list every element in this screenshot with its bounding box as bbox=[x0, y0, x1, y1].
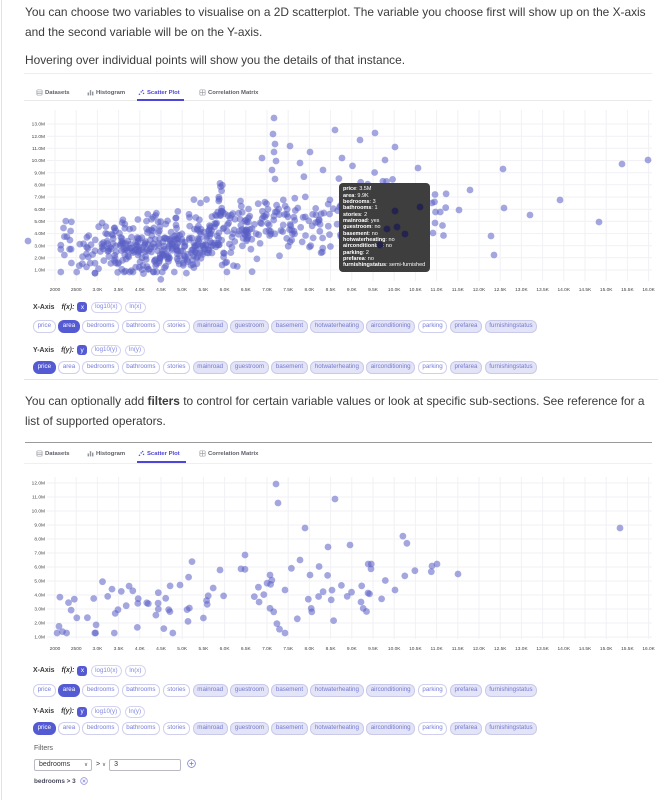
svg-text:2.0M: 2.0M bbox=[34, 621, 45, 627]
svg-text:4.0K: 4.0K bbox=[135, 287, 146, 293]
svg-text:11.0M: 11.0M bbox=[32, 146, 45, 152]
svg-text:9.0M: 9.0M bbox=[34, 523, 45, 529]
svg-text:11.0K: 11.0K bbox=[431, 646, 444, 652]
svg-text:2500: 2500 bbox=[71, 287, 82, 293]
svg-text:1.0M: 1.0M bbox=[34, 635, 45, 641]
svg-text:10.0M: 10.0M bbox=[32, 158, 45, 164]
svg-text:7.0K: 7.0K bbox=[262, 646, 273, 652]
svg-text:11.5K: 11.5K bbox=[452, 287, 465, 293]
svg-text:10.0M: 10.0M bbox=[32, 509, 45, 515]
svg-text:12.5K: 12.5K bbox=[494, 646, 507, 652]
svg-text:2000: 2000 bbox=[50, 287, 61, 293]
svg-text:4.0K: 4.0K bbox=[135, 646, 146, 652]
svg-text:13.0K: 13.0K bbox=[515, 287, 528, 293]
svg-text:11.0M: 11.0M bbox=[32, 495, 45, 501]
svg-text:13.5K: 13.5K bbox=[536, 646, 549, 652]
svg-text:3.0M: 3.0M bbox=[34, 243, 45, 249]
svg-text:8.0M: 8.0M bbox=[34, 537, 45, 543]
svg-text:11.5K: 11.5K bbox=[452, 646, 465, 652]
svg-text:14.5K: 14.5K bbox=[579, 646, 592, 652]
svg-text:2500: 2500 bbox=[71, 646, 82, 652]
svg-text:10.0K: 10.0K bbox=[388, 646, 401, 652]
svg-text:8.0K: 8.0K bbox=[304, 287, 315, 293]
svg-text:6.0M: 6.0M bbox=[34, 207, 45, 213]
svg-text:9.0K: 9.0K bbox=[347, 287, 358, 293]
svg-text:5.5K: 5.5K bbox=[198, 287, 209, 293]
svg-text:14.0K: 14.0K bbox=[558, 287, 571, 293]
svg-text:10.5K: 10.5K bbox=[409, 646, 422, 652]
svg-text:12.0M: 12.0M bbox=[32, 134, 45, 140]
svg-text:14.5K: 14.5K bbox=[579, 287, 592, 293]
svg-text:12.0K: 12.0K bbox=[473, 287, 486, 293]
svg-text:1.0M: 1.0M bbox=[34, 268, 45, 274]
svg-text:10.0K: 10.0K bbox=[388, 287, 401, 293]
svg-text:9.5K: 9.5K bbox=[368, 646, 379, 652]
svg-text:3.0K: 3.0K bbox=[92, 646, 103, 652]
svg-text:6.0K: 6.0K bbox=[220, 287, 231, 293]
svg-text:15.5K: 15.5K bbox=[621, 646, 634, 652]
svg-text:12.0M: 12.0M bbox=[32, 481, 45, 487]
svg-text:4.0M: 4.0M bbox=[34, 231, 45, 237]
svg-text:14.0K: 14.0K bbox=[558, 646, 571, 652]
svg-text:6.5K: 6.5K bbox=[241, 287, 252, 293]
svg-text:4.0M: 4.0M bbox=[34, 593, 45, 599]
svg-text:5.0M: 5.0M bbox=[34, 579, 45, 585]
svg-text:9.5K: 9.5K bbox=[368, 287, 379, 293]
svg-text:9.0M: 9.0M bbox=[34, 170, 45, 176]
svg-text:3.0K: 3.0K bbox=[92, 287, 103, 293]
svg-text:5.5K: 5.5K bbox=[198, 646, 209, 652]
svg-text:13.0K: 13.0K bbox=[515, 646, 528, 652]
svg-text:9.0K: 9.0K bbox=[347, 646, 358, 652]
svg-text:2.0M: 2.0M bbox=[34, 256, 45, 262]
svg-text:3.0M: 3.0M bbox=[34, 607, 45, 613]
svg-text:7.0M: 7.0M bbox=[34, 195, 45, 201]
svg-text:7.5K: 7.5K bbox=[283, 287, 294, 293]
svg-text:6.5K: 6.5K bbox=[241, 646, 252, 652]
svg-text:10.5K: 10.5K bbox=[409, 287, 422, 293]
svg-text:15.0K: 15.0K bbox=[600, 287, 613, 293]
svg-text:5.0K: 5.0K bbox=[177, 287, 188, 293]
svg-text:12.5K: 12.5K bbox=[494, 287, 507, 293]
svg-text:13.5K: 13.5K bbox=[536, 287, 549, 293]
svg-text:3.5K: 3.5K bbox=[114, 646, 125, 652]
svg-text:8.0K: 8.0K bbox=[304, 646, 315, 652]
svg-text:2000: 2000 bbox=[50, 646, 61, 652]
svg-text:5.0M: 5.0M bbox=[34, 219, 45, 225]
svg-text:15.5K: 15.5K bbox=[621, 287, 634, 293]
svg-text:8.5K: 8.5K bbox=[326, 646, 337, 652]
svg-text:11.0K: 11.0K bbox=[431, 287, 444, 293]
svg-text:13.0M: 13.0M bbox=[32, 122, 45, 128]
svg-text:8.0M: 8.0M bbox=[34, 183, 45, 189]
svg-text:16.0K: 16.0K bbox=[642, 646, 655, 652]
svg-text:3.5K: 3.5K bbox=[114, 287, 125, 293]
svg-text:7.5K: 7.5K bbox=[283, 646, 294, 652]
svg-text:8.5K: 8.5K bbox=[326, 287, 337, 293]
svg-text:7.0M: 7.0M bbox=[34, 551, 45, 557]
svg-text:6.0M: 6.0M bbox=[34, 565, 45, 571]
svg-text:16.0K: 16.0K bbox=[642, 287, 655, 293]
svg-text:12.0K: 12.0K bbox=[473, 646, 486, 652]
svg-text:5.0K: 5.0K bbox=[177, 646, 188, 652]
svg-text:7.0K: 7.0K bbox=[262, 287, 273, 293]
svg-text:6.0K: 6.0K bbox=[220, 646, 231, 652]
svg-text:15.0K: 15.0K bbox=[600, 646, 613, 652]
svg-text:4.5K: 4.5K bbox=[156, 646, 167, 652]
svg-text:4.5K: 4.5K bbox=[156, 287, 167, 293]
